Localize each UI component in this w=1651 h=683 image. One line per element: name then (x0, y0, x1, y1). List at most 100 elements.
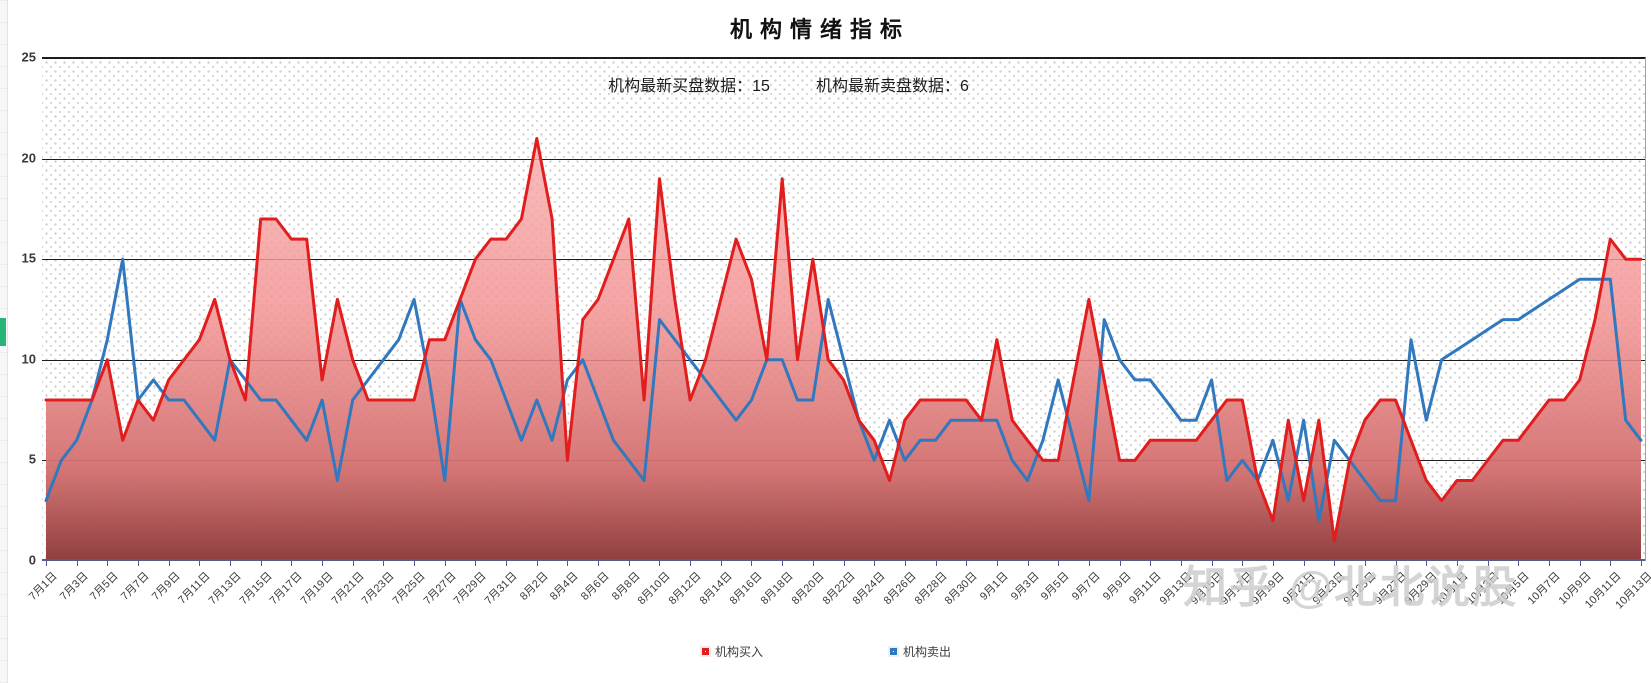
chart-title: 机构情绪指标 (729, 17, 910, 42)
legend-label: 机构买入 (714, 645, 763, 659)
gridline-20 (42, 158, 1645, 160)
x-tick (1058, 561, 1060, 566)
x-tick (1211, 561, 1213, 566)
legend-swatch-buy (700, 646, 711, 657)
buy-latest-value: 15 (752, 78, 770, 95)
x-tick (1242, 561, 1244, 566)
x-tick (291, 561, 293, 566)
x-tick (1426, 561, 1428, 566)
x-tick (690, 561, 692, 566)
y-tick-label-25: 25 (21, 49, 36, 65)
gridline-25 (42, 58, 1645, 59)
x-tick (383, 561, 385, 566)
x-tick-label: 7月5日 (88, 570, 121, 603)
x-tick-label: 8月22日 (820, 570, 858, 608)
x-tick-label: 7月15日 (237, 570, 275, 608)
x-tick-label: 8月18日 (758, 570, 796, 608)
x-tick (935, 561, 937, 566)
x-tick-label: 8月30日 (942, 570, 980, 608)
x-tick-label: 7月3日 (57, 570, 91, 603)
x-tick (138, 561, 140, 566)
x-tick (1180, 561, 1182, 566)
legend-item-sell[interactable]: 机构卖出 (888, 643, 951, 660)
x-tick-label: 9月7日 (1069, 570, 1103, 603)
x-tick-label: 7月27日 (421, 570, 459, 608)
sentiment-chart (44, 137, 1643, 561)
x-tick (598, 561, 600, 566)
legend-label: 机构卖出 (903, 645, 952, 659)
x-tick (352, 561, 354, 566)
x-tick (1487, 561, 1489, 566)
x-tick (230, 561, 232, 566)
x-tick-label: 7月1日 (26, 570, 60, 603)
x-tick-label: 7月11日 (176, 570, 213, 607)
x-tick (966, 561, 968, 566)
x-tick (843, 561, 845, 566)
x-tick (475, 561, 477, 566)
x-tick-label: 8月14日 (697, 570, 735, 608)
x-tick (536, 561, 538, 566)
plot-area: 机构最新买盘数据：15 机构最新卖盘数据：6 (42, 57, 1646, 561)
side-rail-green-indicator[interactable] (0, 318, 6, 346)
x-tick (1610, 561, 1612, 566)
y-tick-label-15: 15 (21, 250, 36, 266)
sell-latest-value: 6 (959, 78, 969, 95)
x-tick-label: 9月11日 (1127, 570, 1164, 607)
x-tick (812, 561, 814, 566)
x-tick (1641, 561, 1642, 566)
side-rail[interactable] (0, 0, 8, 683)
x-tick-label: 8月16日 (728, 570, 766, 608)
x-tick (1303, 561, 1305, 566)
x-tick (1364, 561, 1366, 566)
x-tick-label: 9月5日 (1039, 570, 1072, 603)
watermark: 知乎 @北北说股 (1183, 563, 1519, 612)
x-tick (1518, 561, 1520, 566)
x-tick-label: 8月2日 (517, 570, 551, 603)
x-tick (751, 561, 753, 566)
x-axis-line (42, 559, 1645, 561)
x-tick (46, 561, 47, 566)
x-tick-label: 8月6日 (579, 570, 612, 603)
legend-item-buy[interactable]: 机构买入 (700, 643, 763, 660)
x-tick (199, 561, 201, 566)
x-tick-label: 7月17日 (267, 570, 305, 608)
sell-line-series (44, 257, 1643, 523)
x-tick (782, 561, 784, 566)
legend: 机构买入 机构卖出 (0, 643, 1651, 660)
x-tick (1272, 561, 1274, 566)
x-tick-label: 7月19日 (298, 570, 336, 608)
y-tick-label-20: 20 (21, 150, 36, 166)
x-tick-label: 7月25日 (390, 570, 428, 608)
x-tick-label: 8月28日 (912, 570, 950, 608)
x-tick (322, 561, 324, 566)
buy-latest-label: 机构最新买盘数据： (608, 78, 753, 95)
y-tick-label-0: 0 (28, 552, 36, 568)
x-tick (414, 561, 416, 566)
x-tick-label: 9月1日 (977, 570, 1011, 603)
x-tick-label: 7月31日 (482, 570, 520, 608)
x-tick (107, 561, 109, 566)
x-tick (720, 561, 722, 566)
x-tick (567, 561, 569, 566)
x-tick (904, 561, 906, 566)
x-tick-label: 7月7日 (118, 570, 152, 603)
x-tick-label: 8月24日 (850, 570, 888, 608)
x-tick-label: 8月26日 (881, 570, 919, 608)
x-tick-label: 7月29日 (452, 570, 490, 608)
buy-area-fill (46, 138, 1641, 561)
latest-values-subtitle: 机构最新买盘数据：15 机构最新卖盘数据：6 (0, 72, 1590, 96)
x-tick (1150, 561, 1152, 566)
x-tick-label: 7月23日 (359, 570, 397, 608)
x-tick (996, 561, 998, 566)
legend-swatch-sell (888, 646, 899, 657)
x-tick (1579, 561, 1581, 566)
x-tick (506, 561, 508, 566)
gridline-15 (42, 259, 1645, 261)
buy-line-series (44, 137, 1643, 543)
x-tick-label: 9月3日 (1008, 570, 1042, 603)
x-tick-label: 7月13日 (206, 570, 244, 608)
x-tick (1548, 561, 1550, 566)
x-tick (1027, 561, 1029, 566)
x-tick (659, 561, 661, 566)
x-tick (444, 561, 446, 566)
